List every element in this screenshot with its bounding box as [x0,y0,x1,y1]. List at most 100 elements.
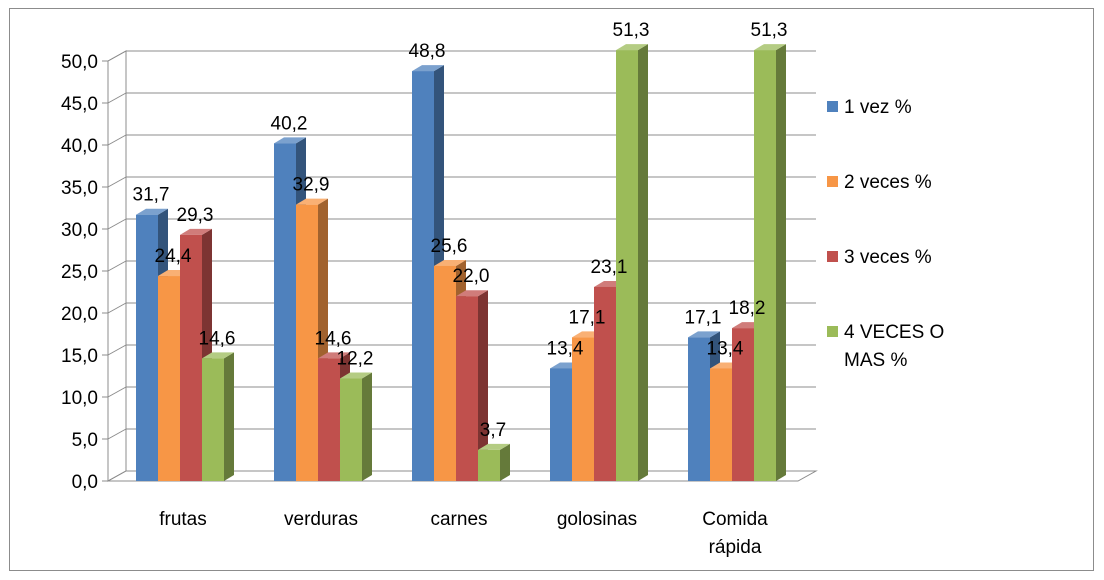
bar-side [638,44,648,481]
bar-top [434,259,466,266]
bar-top [688,331,720,338]
x-category-label: golosinas [557,509,637,530]
bar-front [710,368,732,481]
legend-label: 3 veces % [844,247,932,268]
gridline-side [107,176,127,188]
gridline-side [107,302,127,314]
gridline-side [107,92,127,104]
data-label: 32,9 [293,175,330,196]
bar-front [594,286,616,481]
data-label: 14,6 [199,328,236,349]
data-label: 3,7 [480,420,506,441]
y-tick-label: 5,0 [72,430,98,451]
legend-swatch [827,176,838,187]
gridline-side [107,470,127,482]
y-tick-label: 25,0 [61,262,98,283]
bar-side [362,372,372,481]
data-label: 48,8 [409,41,446,62]
bar-front [478,449,500,481]
bar-front [340,378,362,481]
bar-front [434,265,456,481]
x-category-label: Comida [702,509,768,530]
bar-front [136,214,158,481]
y-tick-label: 50,0 [61,52,98,73]
bar-front [412,71,434,481]
gridline-side [107,218,127,230]
data-label: 51,3 [613,20,650,41]
legend-swatch [827,251,838,262]
bar-front [180,234,202,481]
data-label: 29,3 [177,205,214,226]
legend-swatch [827,326,838,337]
data-label: 25,6 [431,236,468,257]
bar-front [616,50,638,482]
bar-top [318,352,350,359]
bar-front [550,368,572,481]
data-label: 17,1 [685,307,722,328]
bar [754,44,786,482]
data-label: 14,6 [315,328,352,349]
gridline-side [107,134,127,146]
data-label: 18,2 [729,298,766,319]
x-category-label: frutas [159,509,207,530]
data-label: 24,4 [155,246,192,267]
data-label: 13,4 [707,338,744,359]
bar-top [136,208,168,215]
gridline-side [107,386,127,398]
bar-top [202,352,234,359]
legend-item: 4 VECES O MAS % [827,322,944,371]
bar-side [776,44,786,481]
legend-item: 2 veces % [827,172,932,193]
bar-front [202,358,224,481]
bar [340,372,372,481]
bar-top [478,443,510,450]
gridline-side [107,260,127,272]
bar-top [180,228,212,235]
bar [456,290,488,481]
bar-side [500,443,510,481]
bar [202,352,234,481]
y-tick-label: 40,0 [61,136,98,157]
x-category-label: rápida [709,537,762,558]
bar-front [158,276,180,481]
bar-top [412,65,444,72]
bar-front [688,337,710,481]
legend-label: 4 VECES O [844,322,944,343]
data-label: 12,2 [337,349,374,370]
legend-item: 1 vez % [827,97,912,118]
data-label: 13,4 [547,338,584,359]
bar-front [318,358,340,481]
data-label: 40,2 [271,113,308,134]
data-label: 22,0 [453,266,490,287]
y-tick-label: 20,0 [61,304,98,325]
legend-label: 1 vez % [844,97,912,118]
bar-top [340,372,372,379]
bar [478,443,510,481]
bar [296,198,328,481]
data-label: 17,1 [569,307,606,328]
data-label: 31,7 [133,185,170,206]
bar-top [274,137,306,144]
y-tick-label: 30,0 [61,220,98,241]
bar-top [616,44,648,51]
data-label: 23,1 [591,257,628,278]
bar-top [296,198,328,205]
bar-front [754,50,776,482]
legend-swatch [827,101,838,112]
bar-side [478,290,488,481]
gridline-side [107,344,127,356]
y-tick-label: 35,0 [61,178,98,199]
legend-label: MAS % [844,350,907,371]
bar-top [754,44,786,51]
y-tick-label: 0,0 [72,472,98,493]
y-tick-label: 10,0 [61,388,98,409]
y-tick-label: 45,0 [61,94,98,115]
bar-front [456,296,478,481]
bar-front [296,204,318,481]
bar-side [224,352,234,481]
chart-container: 0,0 5,0 10,0 15,0 20,0 25,0 30,0 35,0 40,0 45,0 50… [9,8,1094,571]
legend-label: 2 veces % [844,172,932,193]
gridline-side [107,428,127,440]
gridline-side [107,50,127,62]
legend-item: 3 veces % [827,247,932,268]
